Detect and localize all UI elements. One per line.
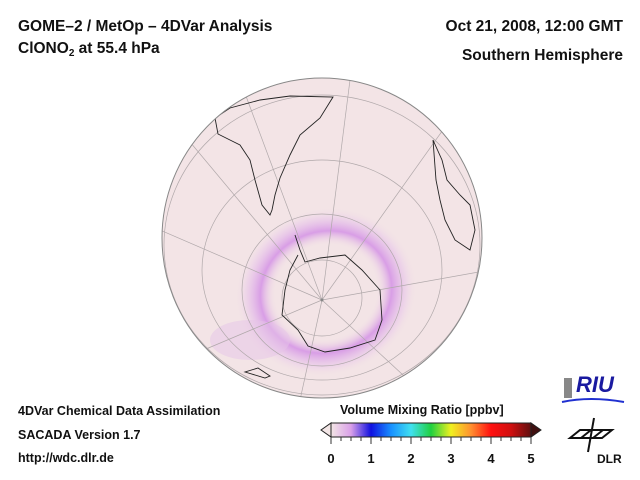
- riu-logo-mark: [561, 378, 625, 403]
- graticule: [162, 79, 482, 398]
- colorbar-tick-label: 1: [367, 451, 375, 466]
- species-rest: at 55.4 hPa: [74, 40, 160, 57]
- colorbar-under-arrow: [320, 422, 332, 438]
- colorbar-tick-label: 2: [407, 451, 415, 466]
- coastlines: [214, 95, 476, 379]
- hemisphere-label: Southern Hemisphere: [461, 47, 623, 64]
- riu-logo: [560, 372, 626, 408]
- colorbar-over-arrow: [530, 422, 542, 438]
- dlr-logo: [567, 417, 615, 453]
- colorbar-tick-label: 0: [327, 451, 335, 466]
- colorbar-tick-label: 5: [527, 451, 535, 466]
- colorbar-title: Volume Mixing Ratio [ppbv]: [340, 403, 504, 417]
- footer-line-2: SACADA Version 1.7: [18, 428, 141, 442]
- colorbar: [320, 422, 542, 444]
- map-title: GOME–2 / MetOp – 4DVar Analysis: [18, 18, 273, 35]
- species-subscript: 2: [68, 48, 75, 59]
- footer-line-1: 4DVar Chemical Data Assimilation: [18, 404, 221, 418]
- colorbar-gradient: [330, 422, 532, 438]
- dlr-logo-text: DLR: [597, 452, 622, 466]
- riu-logo-text: RIU: [576, 372, 614, 397]
- field-patch: [210, 320, 290, 360]
- pole-marker: [320, 298, 324, 302]
- species-label: ClONO2 at 55.4 hPa: [18, 40, 160, 59]
- globe-outline: [161, 77, 483, 399]
- species-main: ClONO: [18, 40, 69, 57]
- footer-link[interactable]: http://wdc.dlr.de: [18, 451, 114, 465]
- colorbar-tick-label: 4: [487, 451, 495, 466]
- colorbar-tick-label: 3: [447, 451, 455, 466]
- date-label: Oct 21, 2008, 12:00 GMT: [445, 18, 623, 35]
